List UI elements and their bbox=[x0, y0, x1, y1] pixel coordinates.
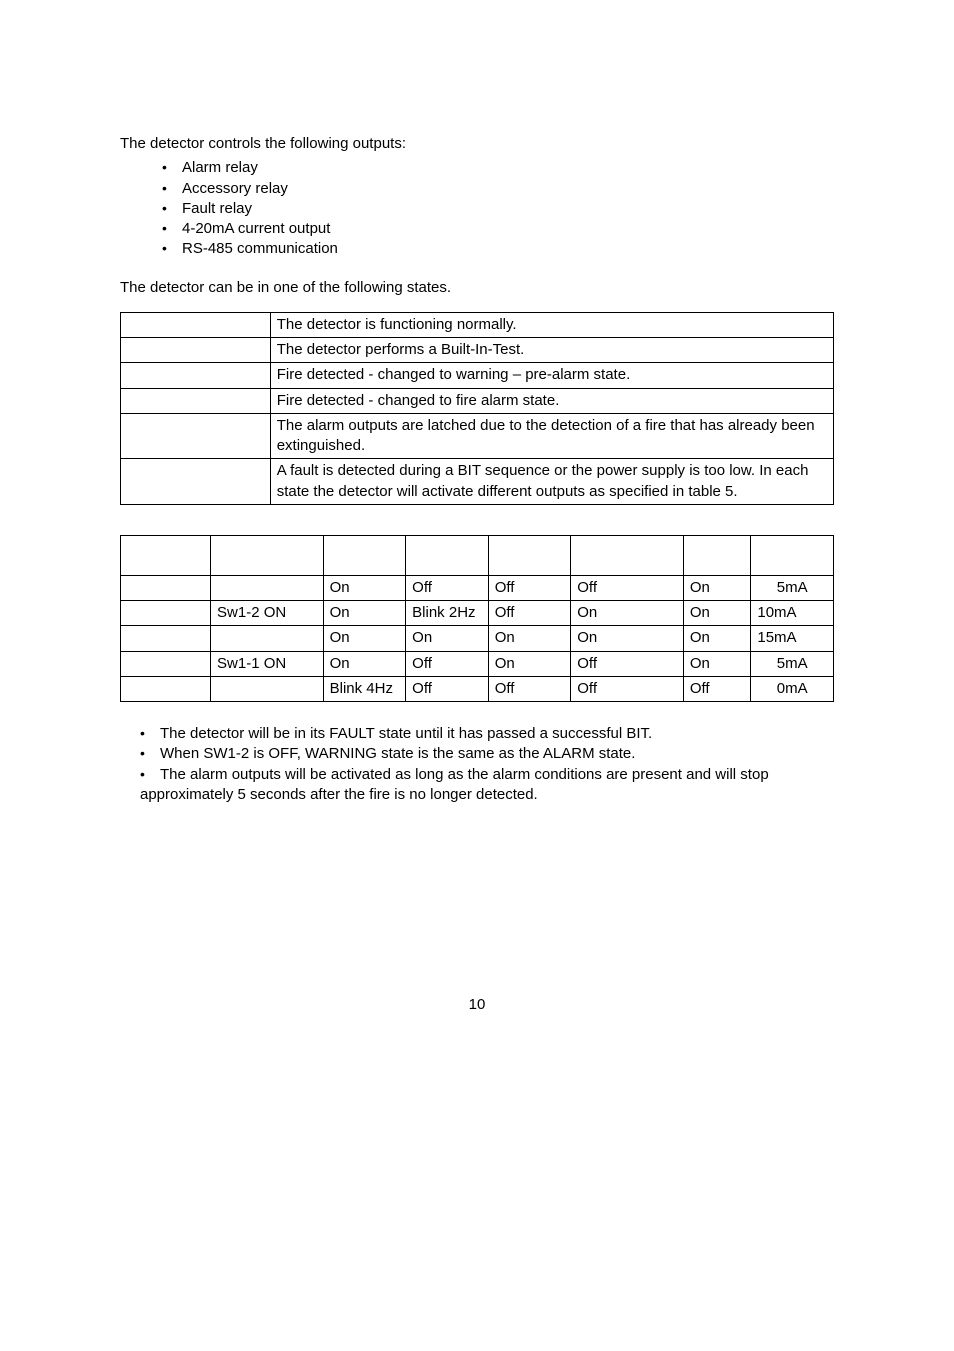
list-item: RS-485 communication bbox=[162, 239, 834, 259]
table-row: Sw1-1 ON On Off On Off On 5mA bbox=[121, 651, 834, 676]
states-intro: The detector can be in one of the follow… bbox=[120, 278, 834, 298]
table-row: A fault is detected during a BIT sequenc… bbox=[121, 459, 834, 505]
notes-list: The detector will be in its FAULT state … bbox=[120, 724, 834, 805]
list-item: Fault relay bbox=[162, 199, 834, 219]
intro-text: The detector controls the following outp… bbox=[120, 134, 834, 154]
list-item: Alarm relay bbox=[162, 158, 834, 178]
list-item: The alarm outputs will be activated as l… bbox=[140, 765, 834, 806]
list-item: When SW1-2 is OFF, WARNING state is the … bbox=[140, 744, 834, 764]
states-table: The detector is functioning normally. Th… bbox=[120, 312, 834, 505]
table-row: Blink 4Hz Off Off Off Off 0mA bbox=[121, 676, 834, 701]
table-row: The alarm outputs are latched due to the… bbox=[121, 413, 834, 459]
page-number: 10 bbox=[120, 995, 834, 1015]
table-header-row bbox=[121, 535, 834, 575]
list-item: The detector will be in its FAULT state … bbox=[140, 724, 834, 744]
status-table: On Off Off Off On 5mA Sw1-2 ON On Blink … bbox=[120, 535, 834, 702]
table-row: Sw1-2 ON On Blink 2Hz Off On On 10mA bbox=[121, 601, 834, 626]
table-row: The detector performs a Built-In-Test. bbox=[121, 338, 834, 363]
list-item: 4-20mA current output bbox=[162, 219, 834, 239]
document-body: The detector controls the following outp… bbox=[120, 134, 834, 1015]
outputs-list: Alarm relay Accessory relay Fault relay … bbox=[120, 158, 834, 259]
table-row: The detector is functioning normally. bbox=[121, 312, 834, 337]
table-row: On On On On On 15mA bbox=[121, 626, 834, 651]
table-row: Fire detected - changed to fire alarm st… bbox=[121, 388, 834, 413]
list-item: Accessory relay bbox=[162, 179, 834, 199]
table-row: Fire detected - changed to warning – pre… bbox=[121, 363, 834, 388]
table-row: On Off Off Off On 5mA bbox=[121, 575, 834, 600]
